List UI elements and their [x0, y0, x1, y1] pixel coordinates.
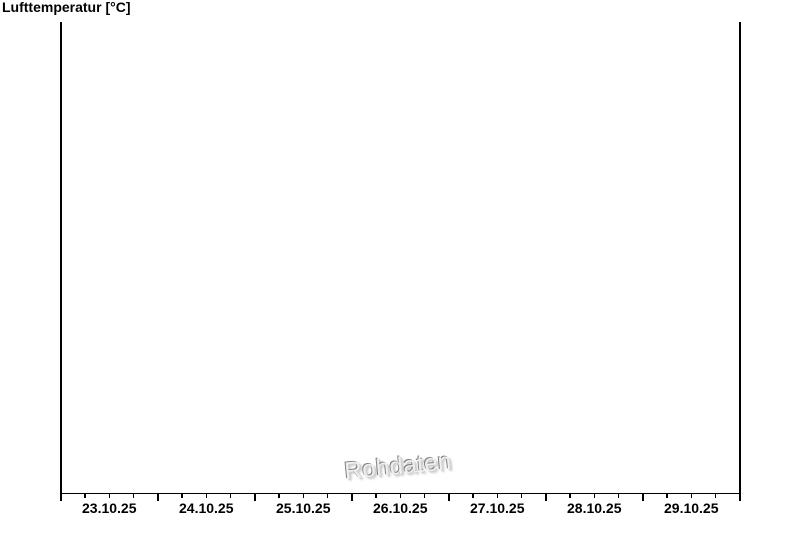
- raw-data-watermark: Rohdaten: [343, 447, 453, 486]
- x-axis-major-tick: [545, 493, 547, 501]
- x-axis-minor-tick: [666, 493, 668, 498]
- x-axis-minor-tick: [690, 493, 692, 498]
- x-axis-minor-tick: [569, 493, 571, 498]
- x-axis-tick-label: 27.10.25: [470, 500, 525, 516]
- x-axis-major-tick: [448, 493, 450, 501]
- x-axis-tick-label: 23.10.25: [82, 500, 137, 516]
- x-axis-major-tick: [351, 493, 353, 501]
- x-axis-minor-tick: [617, 493, 620, 498]
- x-axis-major-tick: [157, 493, 159, 501]
- x-axis-tick-label: 25.10.25: [276, 500, 331, 516]
- x-axis-minor-tick: [84, 493, 86, 498]
- x-axis-minor-tick: [132, 493, 135, 498]
- y-axis-left-line: [60, 22, 62, 494]
- chart-title: Lufttemperatur [°C]: [2, 0, 131, 15]
- x-axis-minor-tick: [229, 493, 232, 498]
- x-axis-minor-tick: [496, 493, 498, 498]
- x-axis-minor-tick: [205, 493, 207, 498]
- x-axis-tick-label: 24.10.25: [179, 500, 234, 516]
- x-axis-major-tick: [739, 493, 741, 501]
- x-axis-tick-label: 28.10.25: [567, 500, 622, 516]
- x-axis-minor-tick: [278, 493, 280, 498]
- x-axis-minor-tick: [423, 493, 426, 498]
- x-axis-minor-tick: [375, 493, 377, 498]
- x-axis-major-tick: [642, 493, 644, 501]
- x-axis-minor-tick: [326, 493, 329, 498]
- x-axis-minor-tick: [399, 493, 401, 498]
- x-axis-major-tick: [60, 493, 62, 501]
- x-axis-minor-tick: [472, 493, 474, 498]
- x-axis-minor-tick: [181, 493, 183, 498]
- x-axis-tick-label: 29.10.25: [664, 500, 719, 516]
- x-axis-tick-label: 26.10.25: [373, 500, 428, 516]
- x-axis-minor-tick: [520, 493, 523, 498]
- x-axis-minor-tick: [302, 493, 304, 498]
- x-axis-minor-tick: [108, 493, 110, 498]
- x-axis-major-tick: [254, 493, 256, 501]
- x-axis-minor-tick: [714, 493, 717, 498]
- x-axis-minor-tick: [593, 493, 595, 498]
- y-axis-right-line: [739, 22, 741, 494]
